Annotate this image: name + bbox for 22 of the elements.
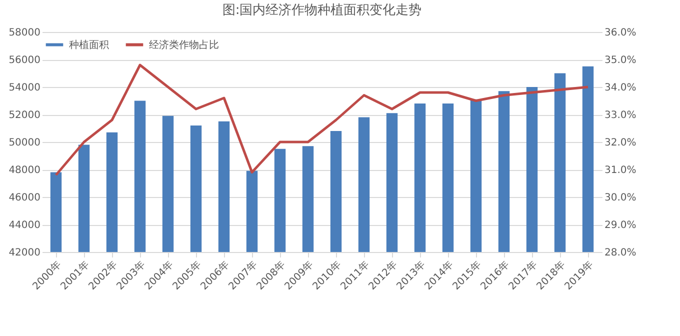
y-tick-label: 48000 bbox=[8, 165, 40, 176]
y2-tick-label: 32.0% bbox=[604, 138, 636, 148]
y-tick-label: 50000 bbox=[8, 138, 40, 148]
y-tick-label: 56000 bbox=[8, 55, 40, 66]
y2-tick-label: 28.0% bbox=[604, 248, 636, 258]
chart-title: 图:国内经济作物种植面积变化走势 bbox=[222, 3, 422, 18]
y2-tick-label: 36.0% bbox=[604, 28, 636, 38]
legend-label: 种植面积 bbox=[69, 38, 109, 51]
y2-tick-label: 30.0% bbox=[604, 192, 636, 204]
y-tick-label: 52000 bbox=[8, 110, 40, 121]
y2-tick-label: 35.0% bbox=[604, 55, 636, 66]
y2-tick-label: 34.0% bbox=[604, 82, 636, 94]
y-tick-label: 42000 bbox=[8, 248, 40, 258]
legend-label: 经济类作物占比 bbox=[149, 38, 219, 51]
y2-tick-label: 31.0% bbox=[604, 165, 636, 176]
y-tick-label: 54000 bbox=[8, 82, 40, 94]
y2-tick-label: 33.0% bbox=[604, 110, 636, 121]
line-series bbox=[54, 64, 590, 176]
y-tick-label: 44000 bbox=[8, 220, 40, 231]
y-tick-label: 58000 bbox=[8, 28, 40, 38]
y-tick-label: 46000 bbox=[8, 192, 40, 204]
y2-tick-label: 29.0% bbox=[604, 220, 636, 231]
